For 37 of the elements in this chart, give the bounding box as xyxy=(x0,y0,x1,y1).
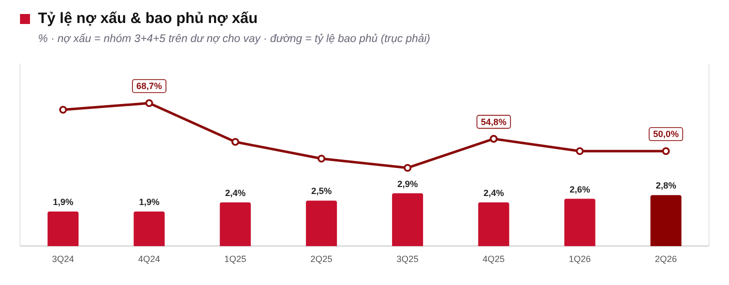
data-label: 50,0% xyxy=(653,129,679,140)
x-tick-label: 2Q26 xyxy=(654,254,677,264)
bar xyxy=(564,198,596,246)
point xyxy=(404,164,412,172)
point xyxy=(662,147,670,156)
x-tick-label: 4Q24 xyxy=(138,254,160,264)
data-label: 54,8% xyxy=(480,116,506,127)
x-tick-label: 4Q25 xyxy=(482,254,505,264)
bar xyxy=(306,200,337,246)
bar xyxy=(650,195,682,246)
data-label: 2,9% xyxy=(397,178,418,189)
data-label: 1,9% xyxy=(138,197,160,208)
x-tick-label: 2Q25 xyxy=(310,254,332,264)
data-label: 2,4% xyxy=(225,188,246,198)
data-label: 2,4% xyxy=(483,188,504,198)
x-tick-label: 3Q24 xyxy=(52,254,74,264)
point xyxy=(59,106,67,114)
point xyxy=(231,138,240,146)
data-label: 68,7% xyxy=(136,81,162,92)
bar xyxy=(134,212,165,246)
bar xyxy=(478,202,510,246)
bar xyxy=(392,193,424,246)
data-label: 2,6% xyxy=(570,184,590,194)
data-label: 2,8% xyxy=(656,180,676,191)
point xyxy=(145,99,154,108)
x-tick-label: 1Q26 xyxy=(568,254,591,264)
x-tick-label: 3Q25 xyxy=(396,254,419,264)
chart-title: Tỷ lệ nợ xấu & bao phủ nợ xấu xyxy=(38,10,258,27)
bar xyxy=(48,212,79,246)
point xyxy=(490,134,498,143)
data-label: 2,5% xyxy=(311,186,332,196)
point xyxy=(318,154,326,162)
data-label: 1,9% xyxy=(52,197,74,208)
x-tick-label: 1Q25 xyxy=(224,254,246,264)
bar xyxy=(220,202,251,246)
chart-subtitle: % · nợ xấu = nhóm 3+4+5 trên dư nợ cho vay · đường = tỷ lệ bao phủ (trục phải) xyxy=(38,33,430,45)
point xyxy=(576,147,584,156)
